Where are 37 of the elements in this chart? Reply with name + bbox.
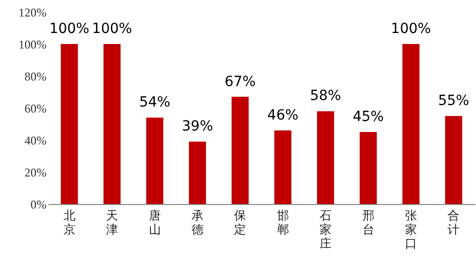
- data-label: 100%: [390, 21, 431, 37]
- bar: [274, 130, 292, 204]
- bar: [104, 44, 121, 204]
- x-tick-label: 天津: [106, 208, 118, 236]
- y-tick-label: 40%: [24, 134, 46, 148]
- bar: [402, 44, 420, 204]
- y-tick-label: 80%: [24, 70, 46, 84]
- x-tick-label: 邢台: [362, 208, 374, 236]
- data-label: 67%: [224, 74, 256, 90]
- x-tick-label: 张家口: [404, 208, 417, 250]
- data-label: 39%: [182, 118, 214, 135]
- bar: [146, 118, 164, 204]
- x-tick-label: 承德: [191, 208, 204, 236]
- data-label: 100%: [92, 21, 132, 37]
- bar: [445, 116, 462, 204]
- x-tick-label: 合计: [448, 208, 460, 236]
- x-tick-label: 邯郸: [276, 208, 289, 236]
- x-tick-label: 北京: [63, 208, 76, 236]
- bar: [60, 44, 78, 204]
- x-tick-label: 保定: [234, 208, 246, 236]
- bar: [360, 132, 377, 204]
- data-label: 54%: [139, 94, 170, 111]
- data-label: 58%: [310, 88, 342, 104]
- bar: [317, 111, 334, 204]
- y-tick-label: 120%: [18, 6, 46, 20]
- data-label: 45%: [352, 109, 384, 125]
- data-label: 100%: [49, 21, 90, 37]
- data-label: 46%: [267, 107, 298, 124]
- bar: [232, 96, 249, 204]
- y-tick-label: 100%: [18, 38, 46, 52]
- y-tick-label: 0%: [30, 198, 46, 212]
- y-tick-label: 60%: [24, 102, 46, 116]
- x-tick-label: 石家庄: [320, 208, 332, 250]
- bar: [188, 142, 206, 204]
- y-tick-label: 20%: [24, 166, 46, 180]
- x-tick-label: 唐山: [148, 208, 161, 236]
- data-label: 55%: [438, 93, 470, 109]
